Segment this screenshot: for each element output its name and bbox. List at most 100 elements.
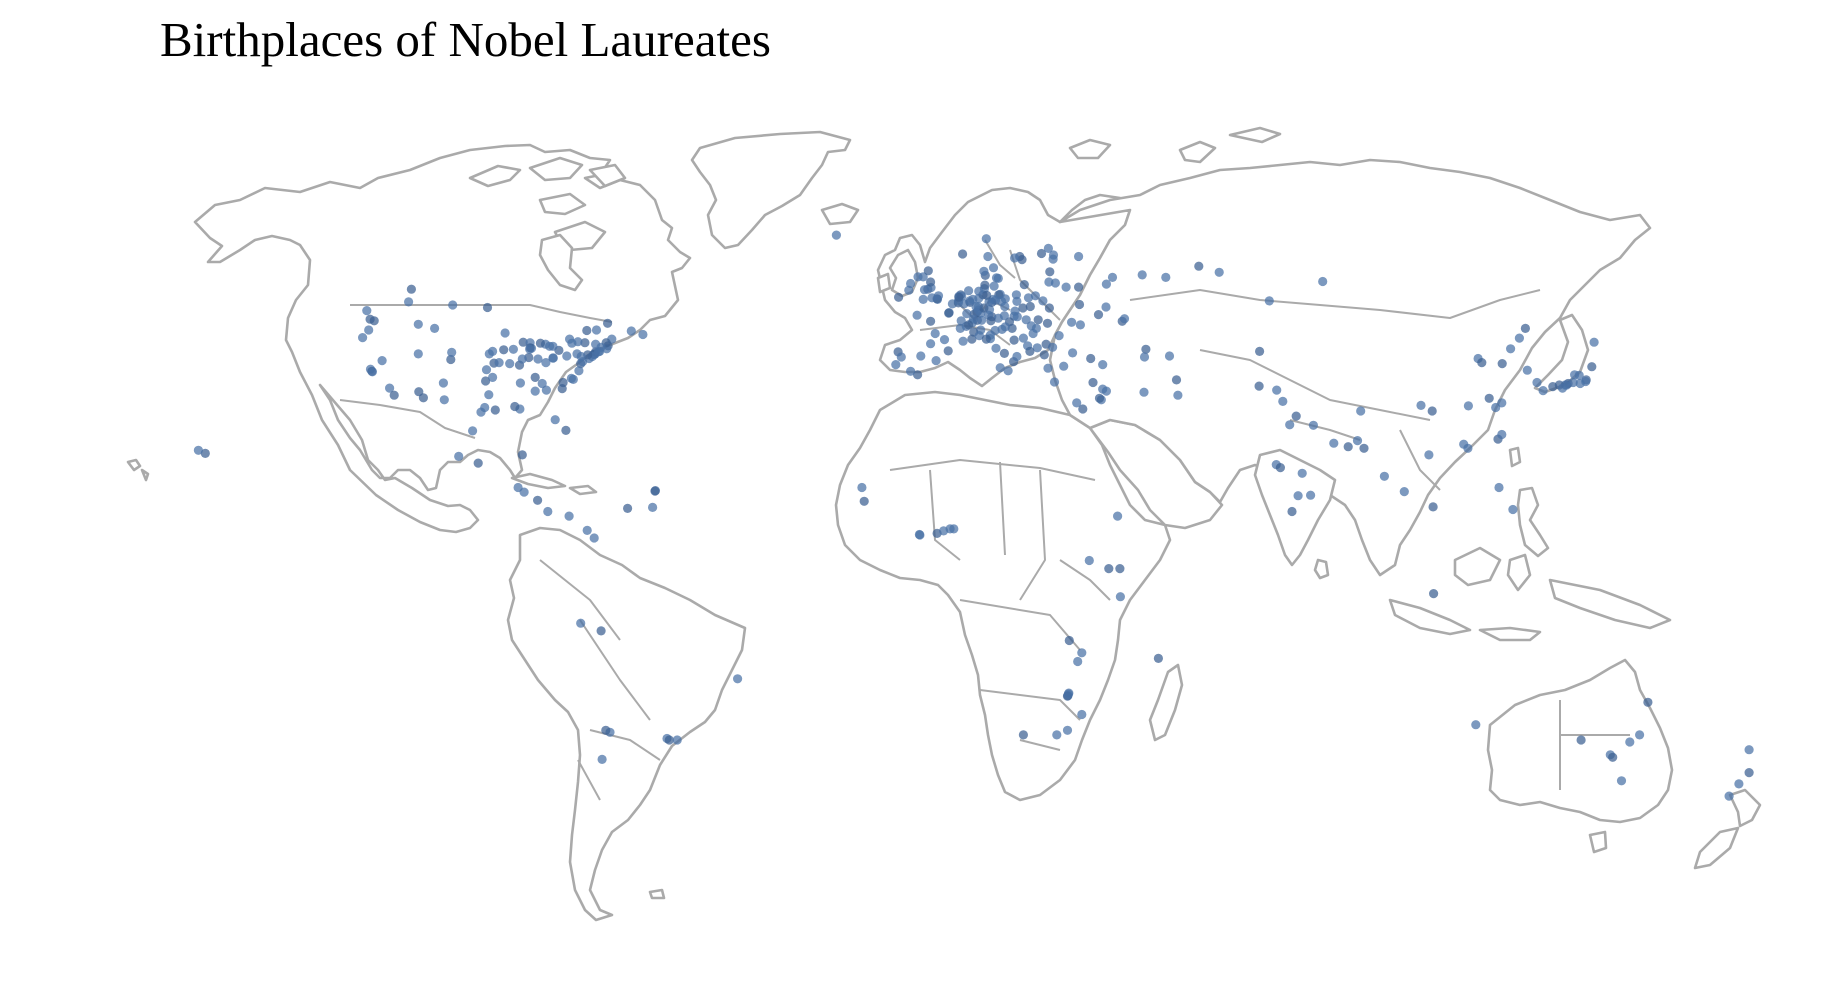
land-hawaii <box>126 458 150 482</box>
laureate-birthplace-dot <box>1043 363 1053 373</box>
laureate-birthplace-dot <box>517 354 527 364</box>
laureate-birthplace-dot <box>1214 267 1224 277</box>
border-us-mexico <box>339 399 476 439</box>
laureate-birthplace-dot <box>1514 333 1524 343</box>
laureate-birthplace-dot <box>601 725 611 735</box>
laureate-birthplace-dot <box>430 323 440 333</box>
laureate-birthplace-dot <box>1352 436 1363 446</box>
laureate-birthplace-dot <box>597 754 607 765</box>
map-title: Birthplaces of Nobel Laureates <box>160 12 771 67</box>
laureate-birthplace-dot <box>1075 320 1085 330</box>
laureate-birthplace-dot <box>1568 377 1578 388</box>
laureate-birthplace-dot <box>1084 555 1094 566</box>
laureate-birthplace-dot <box>1587 362 1597 372</box>
laureate-birthplace-dot <box>930 328 940 339</box>
laureate-birthplace-dot <box>1428 502 1438 512</box>
laureate-birthplace-dot <box>1025 346 1035 356</box>
land-greenland <box>690 130 852 250</box>
laureate-birthplace-dot <box>1107 272 1118 282</box>
laureate-birthplace-dot <box>1484 393 1494 403</box>
laureate-birthplace-dot <box>564 511 574 521</box>
laureate-birthplace-dot <box>1010 253 1020 263</box>
laureate-birthplace-dot <box>1049 377 1060 387</box>
land-india <box>1253 448 1337 567</box>
laureate-birthplace-dot <box>857 482 867 493</box>
laureate-birthplace-dot <box>566 373 577 383</box>
laureate-birthplace-dot <box>1011 290 1022 300</box>
laureate-birthplace-dot <box>1161 272 1171 282</box>
laureate-birthplace-dot <box>1000 294 1010 304</box>
laureate-birthplace-dot <box>446 354 456 365</box>
laureate-birthplace-dot <box>1463 401 1473 411</box>
laureate-birthplace-dot <box>576 618 586 628</box>
laureate-birthplace-dot <box>545 341 555 351</box>
laureate-birthplace-dot <box>550 415 560 425</box>
laureate-birthplace-dot <box>1098 360 1108 370</box>
laureate-birthplace-dot <box>515 378 526 388</box>
laureate-birthplace-dot <box>574 366 584 376</box>
laureate-dots <box>193 230 1754 801</box>
laureate-birthplace-dot <box>1018 730 1028 740</box>
laureate-birthplace-dot <box>541 385 552 395</box>
laureate-birthplace-dot <box>1570 370 1580 380</box>
laureate-birthplace-dot <box>406 284 416 294</box>
laureate-birthplace-dot <box>926 277 936 287</box>
laureate-birthplace-dot <box>913 370 923 380</box>
laureate-birthplace-dot <box>993 313 1003 323</box>
laureate-birthplace-dot <box>1045 267 1055 277</box>
laureate-birthplace-dot <box>979 303 989 313</box>
laureate-birthplace-dot <box>623 503 633 513</box>
laureate-birthplace-dot <box>482 302 493 313</box>
laureate-birthplace-dot <box>1115 592 1125 602</box>
laureate-birthplace-dot <box>200 448 210 458</box>
laureate-birthplace-dot <box>1141 344 1151 354</box>
laureate-birthplace-dot <box>1275 463 1285 473</box>
laureate-birthplace-dot <box>1589 337 1599 347</box>
laureate-birthplace-dot <box>572 349 582 359</box>
laureate-birthplace-dot <box>541 358 551 368</box>
land-iceland <box>820 202 860 226</box>
laureate-birthplace-dot <box>974 331 984 341</box>
laureate-birthplace-dot <box>1077 648 1087 658</box>
laureate-birthplace-dot <box>1173 390 1183 400</box>
laureate-birthplace-dot <box>983 251 993 262</box>
laureate-birthplace-dot <box>358 333 368 343</box>
laureate-birthplace-dot <box>931 356 941 366</box>
laureate-birthplace-dot <box>894 292 904 302</box>
land-taiwan <box>1508 446 1522 468</box>
laureate-birthplace-dot <box>1078 404 1088 414</box>
laureate-birthplace-dot <box>1643 697 1653 707</box>
laureate-birthplace-dot <box>1048 342 1058 352</box>
laureate-birthplace-dot <box>672 735 682 745</box>
land-indonesia <box>1388 546 1672 642</box>
laureate-birthplace-dot <box>1038 296 1048 306</box>
laureate-birthplace-dot <box>914 529 925 540</box>
laureate-birthplace-dot <box>1287 506 1297 517</box>
laureate-birthplace-dot <box>1139 352 1150 362</box>
laureate-birthplace-dot <box>1308 420 1318 430</box>
laureate-birthplace-dot <box>1039 350 1049 360</box>
laureate-birthplace-dot <box>438 378 448 388</box>
laureate-birthplace-dot <box>831 230 842 240</box>
laureate-birthplace-dot <box>896 352 906 362</box>
laureate-birthplace-dot <box>986 316 996 326</box>
laureate-birthplace-dot <box>510 401 520 412</box>
laureate-birthplace-dot <box>1074 299 1085 310</box>
laureate-birthplace-dot <box>418 393 428 403</box>
laureate-birthplace-dot <box>974 286 984 296</box>
laureate-birthplace-dot <box>1734 779 1744 789</box>
laureate-birthplace-dot <box>537 378 547 389</box>
land-layer <box>126 126 1762 922</box>
laureate-birthplace-dot <box>1030 291 1040 301</box>
laureate-birthplace-dot <box>517 450 527 460</box>
laureate-birthplace-dot <box>525 344 535 354</box>
laureate-birthplace-dot <box>413 349 423 359</box>
laureate-birthplace-dot <box>943 346 953 356</box>
laureate-birthplace-dot <box>1012 351 1022 362</box>
laureate-birthplace-dot <box>650 486 660 496</box>
laureate-birthplace-dot <box>1359 443 1369 453</box>
laureate-birthplace-dot <box>991 343 1001 353</box>
laureate-birthplace-dot <box>1255 346 1265 356</box>
laureate-birthplace-dot <box>1137 270 1147 280</box>
laureate-birthplace-dot <box>494 358 504 368</box>
